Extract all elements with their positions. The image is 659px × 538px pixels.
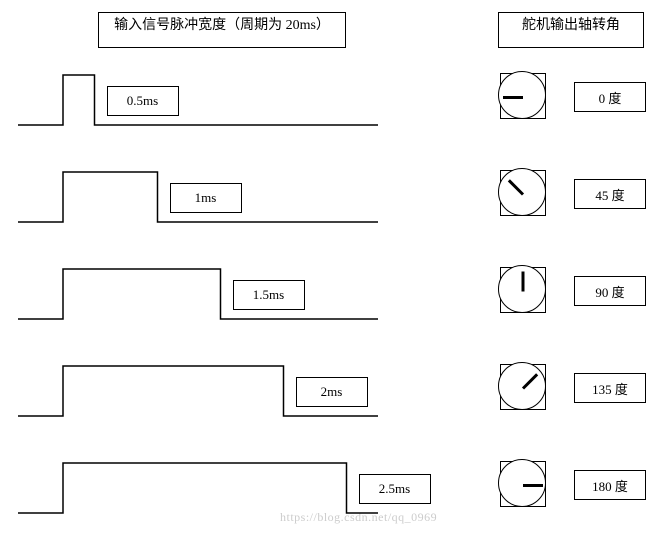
pulse-waveform — [18, 249, 398, 337]
servo-dial — [500, 364, 546, 410]
pulse-width-label: 0.5ms — [107, 86, 179, 116]
pulse-width-label: 1.5ms — [233, 280, 305, 310]
pulse-waveform — [18, 55, 398, 143]
angle-label: 180 度 — [574, 470, 646, 500]
diagram-canvas: 输入信号脉冲宽度（周期为 20ms） 舵机输出轴转角 https://blog.… — [0, 0, 659, 538]
angle-label: 45 度 — [574, 179, 646, 209]
angle-label: 90 度 — [574, 276, 646, 306]
header-pulse-width: 输入信号脉冲宽度（周期为 20ms） — [98, 12, 346, 48]
angle-label: 0 度 — [574, 82, 646, 112]
angle-label: 135 度 — [574, 373, 646, 403]
servo-dial — [500, 73, 546, 119]
header-output-angle: 舵机输出轴转角 — [498, 12, 644, 48]
pulse-width-label: 2ms — [296, 377, 368, 407]
pulse-width-label: 1ms — [170, 183, 242, 213]
servo-dial — [500, 170, 546, 216]
dial-hand — [523, 484, 543, 487]
pulse-waveform — [18, 443, 398, 531]
dial-hand — [503, 96, 523, 99]
pulse-width-label: 2.5ms — [359, 474, 431, 504]
dial-circle — [498, 459, 546, 507]
dial-circle — [498, 71, 546, 119]
servo-dial — [500, 461, 546, 507]
servo-dial — [500, 267, 546, 313]
dial-hand — [522, 272, 525, 292]
